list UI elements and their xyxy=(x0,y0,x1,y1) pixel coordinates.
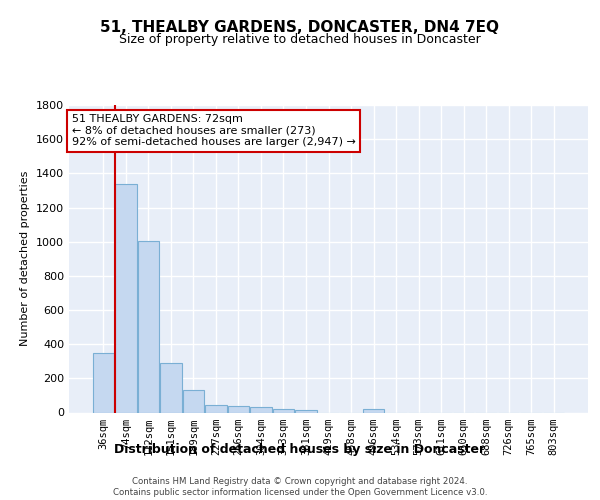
Bar xyxy=(160,363,182,412)
Text: Size of property relative to detached houses in Doncaster: Size of property relative to detached ho… xyxy=(119,32,481,46)
Text: Contains HM Land Registry data © Crown copyright and database right 2024.
Contai: Contains HM Land Registry data © Crown c… xyxy=(113,478,487,497)
Bar xyxy=(205,406,227,412)
Y-axis label: Number of detached properties: Number of detached properties xyxy=(20,171,31,346)
Bar xyxy=(137,241,159,412)
Bar xyxy=(182,390,204,412)
Bar xyxy=(250,408,272,412)
Bar xyxy=(273,409,294,412)
Text: 51 THEALBY GARDENS: 72sqm
← 8% of detached houses are smaller (273)
92% of semi-: 51 THEALBY GARDENS: 72sqm ← 8% of detach… xyxy=(71,114,355,148)
Bar xyxy=(228,406,249,412)
Text: 51, THEALBY GARDENS, DONCASTER, DN4 7EQ: 51, THEALBY GARDENS, DONCASTER, DN4 7EQ xyxy=(101,20,499,35)
Bar xyxy=(363,409,384,412)
Bar xyxy=(115,184,137,412)
Bar xyxy=(295,410,317,412)
Text: Distribution of detached houses by size in Doncaster: Distribution of detached houses by size … xyxy=(115,442,485,456)
Bar xyxy=(92,352,114,412)
